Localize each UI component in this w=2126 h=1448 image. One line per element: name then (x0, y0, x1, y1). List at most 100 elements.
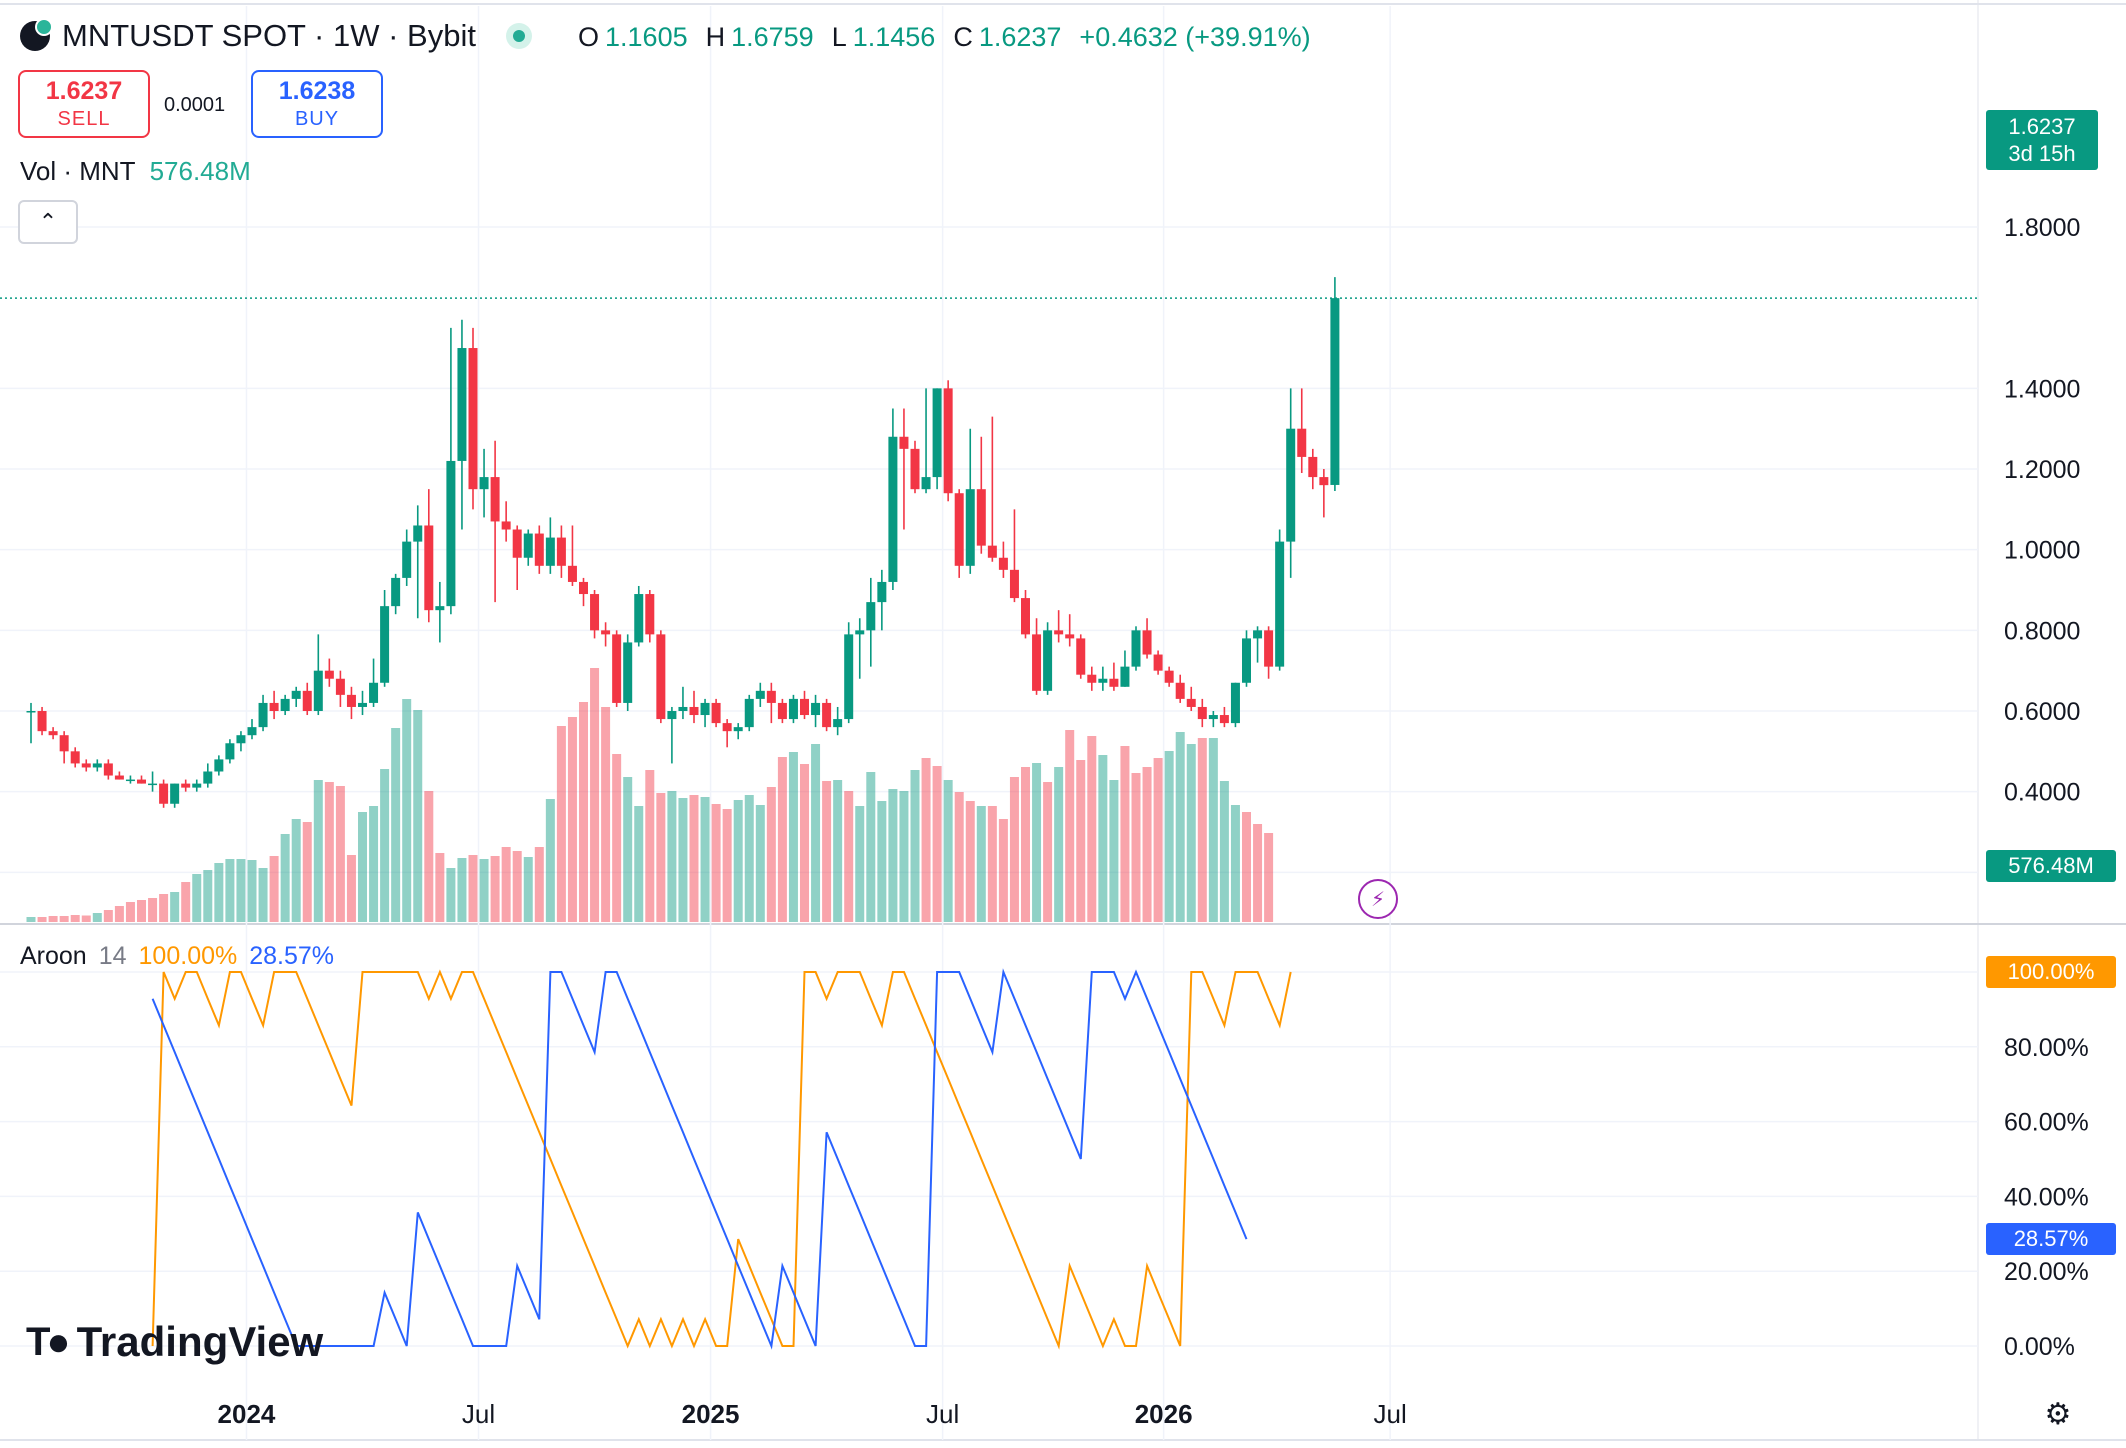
volume-bar (855, 806, 865, 922)
candle-body (346, 694, 356, 707)
candle-body (733, 727, 743, 732)
buy-button[interactable]: 1.6238 BUY (251, 70, 383, 138)
volume-bar (103, 910, 113, 922)
candle-body (1043, 630, 1053, 691)
volume-bar (965, 801, 975, 922)
candle-body (700, 702, 710, 716)
candle-body (1065, 634, 1075, 639)
volume-bar (645, 770, 655, 922)
volume-bar (92, 913, 102, 922)
candle-body (899, 436, 909, 449)
spread-value: 0.0001 (164, 94, 226, 116)
candle-body (1109, 678, 1119, 687)
volume-bar (579, 702, 588, 922)
volume-bar (313, 780, 323, 922)
volume-bar (1219, 781, 1229, 922)
volume-bar (1009, 777, 1019, 922)
candle-body (866, 602, 876, 631)
candle-body (556, 537, 566, 566)
volume-bar (932, 766, 942, 922)
volume-bar (457, 858, 467, 922)
price-tick-label: 1.8000 (2004, 214, 2080, 242)
volume-bar (1054, 767, 1064, 922)
ohlc-legend: O 1.1605 H 1.6759 L 1.1456 C 1.6237 +0.4632 … (578, 22, 1323, 53)
candle-body (766, 690, 776, 703)
volume-bar (402, 699, 412, 922)
volume-bar (1021, 767, 1030, 922)
candle-body (1308, 456, 1318, 478)
candle-body (26, 711, 36, 713)
tradingview-mark-icon: Т● (26, 1319, 71, 1364)
volume-bar (148, 898, 158, 922)
candle-body (678, 706, 688, 711)
volume-bar (391, 728, 401, 922)
volume-bar (225, 859, 235, 922)
chevron-up-icon: ⌃ (38, 209, 58, 234)
aroon-legend[interactable]: Aroon 14 100.00% 28.57% (20, 942, 334, 971)
time-tick-label: 2026 (1135, 1399, 1193, 1429)
candle-body (1197, 706, 1207, 720)
symbol-title: MNTUSDT SPOT · 1W · Bybit (62, 18, 476, 53)
volume-bar (1164, 751, 1174, 922)
candle-body (1098, 678, 1108, 683)
candle-body (877, 581, 887, 603)
candle-body (590, 594, 600, 631)
volume-bar (369, 806, 379, 922)
aroon-tick-label: 60.00% (2004, 1109, 2089, 1137)
gear-icon[interactable]: ⚙ (2044, 1398, 2072, 1431)
volume-bar (921, 758, 931, 922)
volume-bar (1043, 782, 1053, 922)
volume-bar (545, 799, 555, 922)
candle-body (446, 460, 456, 607)
candle-body (413, 525, 423, 542)
volume-bar (1208, 738, 1218, 922)
aroon-up-value: 100.00% (138, 942, 238, 970)
candle-body (1208, 715, 1218, 720)
volume-bar (678, 798, 688, 922)
volume-bar (888, 789, 898, 922)
volume-bar (435, 853, 445, 922)
candle-body (324, 670, 334, 679)
market-open-icon (505, 23, 532, 49)
high-key: H (705, 22, 726, 52)
volume-bar (700, 797, 710, 922)
candle-body (170, 783, 180, 804)
candle-body (1330, 298, 1340, 485)
volume-bar (192, 874, 202, 922)
volume-bar (766, 787, 776, 922)
candle-body (92, 763, 102, 768)
candle-body (976, 489, 986, 546)
collapse-legend-button[interactable]: ⌃ (18, 200, 78, 244)
aroon-tick-label: 40.00% (2004, 1183, 2089, 1211)
volume-bar (125, 902, 135, 922)
volume-bar (26, 917, 36, 922)
volume-bar (667, 791, 677, 922)
aroon-down-line (151, 968, 1248, 1350)
candle-body (81, 763, 91, 768)
volume-bar (479, 859, 489, 922)
tradingview-logo[interactable]: Т● TradingView (26, 1318, 323, 1366)
candle-body (468, 348, 478, 490)
candle-body (70, 751, 80, 764)
candle-body (545, 537, 555, 566)
volume-bar (822, 781, 832, 922)
candle-body (457, 348, 467, 461)
price-tick-label: 1.2000 (2004, 456, 2080, 484)
candle-body (833, 719, 843, 728)
symbol-header[interactable]: MNTUSDT SPOT · 1W · Bybit (20, 18, 532, 54)
volume-label: Vol · MNT (20, 156, 136, 186)
candle-body (225, 743, 235, 760)
volume-bar (722, 809, 732, 922)
volume-legend[interactable]: Vol · MNT 576.48M (20, 156, 251, 187)
candle-body (148, 783, 158, 786)
lightning-icon[interactable]: ⚡ (1358, 879, 1398, 919)
candle-body (203, 771, 213, 784)
aroon-up-tag: 100.00% (1986, 956, 2116, 988)
candle-body (280, 698, 290, 711)
candle-body (125, 779, 135, 782)
last-price: 1.6237 (2008, 114, 2076, 139)
sell-button[interactable]: 1.6237 SELL (18, 70, 150, 138)
volume-bar (711, 804, 721, 922)
volume-bar (1186, 744, 1196, 922)
